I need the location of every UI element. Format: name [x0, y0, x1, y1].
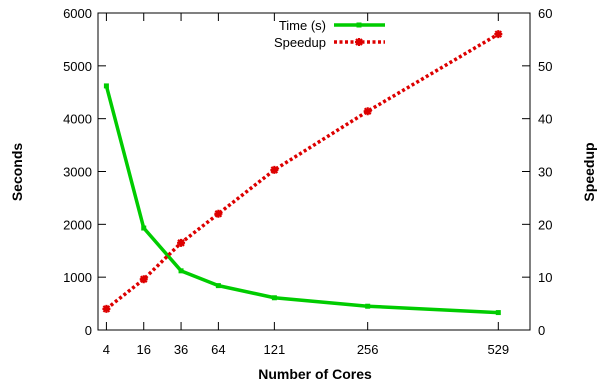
series-time-line [104, 84, 501, 315]
series-time-point [365, 303, 371, 309]
legend-label-time: Time (s) [279, 18, 326, 33]
right-y-axis: 0 10 20 30 40 50 60 [538, 6, 552, 338]
series-time-point [215, 283, 221, 289]
series-speedup-point [494, 30, 503, 39]
legend-marker-speedup-star [355, 38, 363, 46]
legend-marker-speedup [355, 38, 363, 46]
left-y-tick-label: 4000 [63, 112, 92, 127]
series-time-point [271, 295, 277, 301]
x-tick-label: 529 [487, 342, 509, 357]
legend-label-speedup: Speedup [274, 35, 326, 50]
legend: Time (s) Speedup [274, 18, 385, 50]
series-speedup-point [177, 238, 186, 247]
x-axis: 4 16 36 64 121 256 529 [103, 13, 509, 357]
left-y-axis-title: Seconds [9, 143, 25, 202]
x-tick-label: 4 [103, 342, 110, 357]
series-time-point [178, 268, 184, 274]
right-y-tick-label: 20 [538, 217, 552, 232]
x-tick-label: 16 [137, 342, 151, 357]
series-speedup-point [214, 209, 223, 218]
series-time-point [495, 310, 501, 316]
plot-frame-group [97, 12, 531, 331]
right-y-tick-label: 10 [538, 270, 552, 285]
legend-marker-time [356, 22, 362, 28]
left-y-tick-label: 3000 [63, 165, 92, 180]
plot-frame [97, 12, 531, 331]
x-tick-label: 64 [211, 342, 225, 357]
left-y-tick-label: 1000 [63, 270, 92, 285]
right-y-tick-label: 30 [538, 165, 552, 180]
right-y-tick-label: 60 [538, 6, 552, 21]
x-tick-label: 121 [264, 342, 286, 357]
x-tick-label: 36 [174, 342, 188, 357]
x-axis-title: Number of Cores [258, 366, 372, 382]
left-y-tick-label: 2000 [63, 217, 92, 232]
right-y-tick-label: 50 [538, 59, 552, 74]
series-speedup-point [102, 304, 111, 313]
right-y-axis-title: Speedup [581, 142, 597, 201]
series-speedup-point [139, 275, 148, 284]
left-y-axis: 0 1000 2000 3000 4000 5000 6000 [63, 6, 530, 338]
right-y-tick-label: 40 [538, 112, 552, 127]
right-y-tick-label: 0 [538, 323, 545, 338]
series-speedup-point [270, 165, 279, 174]
series-speedup-line [105, 32, 500, 311]
left-y-tick-label: 0 [85, 323, 92, 338]
series-layer [102, 30, 503, 316]
series-time-point [141, 225, 147, 231]
left-y-tick-label: 5000 [63, 59, 92, 74]
series-speedup-point [363, 107, 372, 116]
x-tick-label: 256 [357, 342, 379, 357]
series-time-point [103, 83, 109, 89]
left-y-tick-label: 6000 [63, 6, 92, 21]
